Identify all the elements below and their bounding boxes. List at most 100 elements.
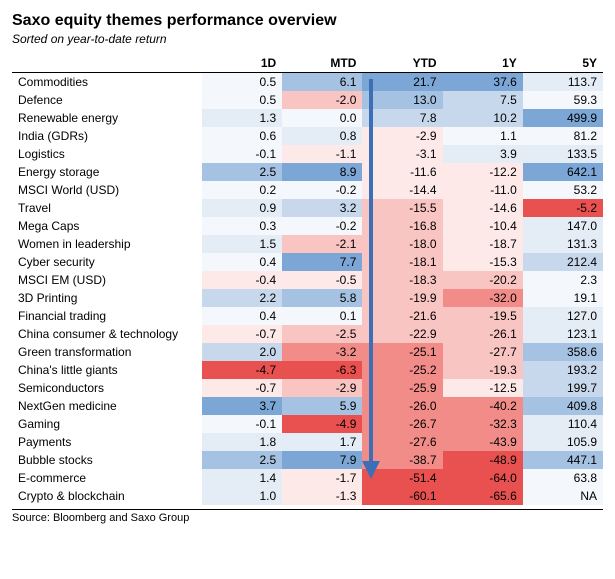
cell-value: 7.7 xyxy=(282,253,362,271)
cell-value: -48.9 xyxy=(443,451,523,469)
cell-value: -19.3 xyxy=(443,361,523,379)
cell-value: 110.4 xyxy=(523,415,603,433)
table-row: Gaming-0.1-4.9-26.7-32.3110.4 xyxy=(12,415,603,433)
cell-value: -16.8 xyxy=(362,217,442,235)
cell-value: 59.3 xyxy=(523,91,603,109)
cell-value: -4.7 xyxy=(202,361,282,379)
cell-value: -25.2 xyxy=(362,361,442,379)
cell-value: 5.9 xyxy=(282,397,362,415)
cell-value: -64.0 xyxy=(443,469,523,487)
table-row: Financial trading0.40.1-21.6-19.5127.0 xyxy=(12,307,603,325)
cell-value: 147.0 xyxy=(523,217,603,235)
cell-value: 0.4 xyxy=(202,253,282,271)
cell-value: -40.2 xyxy=(443,397,523,415)
table-row: China consumer & technology-0.7-2.5-22.9… xyxy=(12,325,603,343)
row-label: Commodities xyxy=(12,73,202,92)
cell-value: -38.7 xyxy=(362,451,442,469)
row-label: MSCI World (USD) xyxy=(12,181,202,199)
performance-table: 1DMTDYTD1Y5Y Commodities0.56.121.737.611… xyxy=(12,54,603,505)
cell-value: -18.1 xyxy=(362,253,442,271)
cell-value: 0.1 xyxy=(282,307,362,325)
cell-value: 1.0 xyxy=(202,487,282,505)
cell-value: -2.1 xyxy=(282,235,362,253)
cell-value: 2.2 xyxy=(202,289,282,307)
cell-value: -26.0 xyxy=(362,397,442,415)
cell-value: 7.8 xyxy=(362,109,442,127)
table-row: Payments1.81.7-27.6-43.9105.9 xyxy=(12,433,603,451)
cell-value: 21.7 xyxy=(362,73,442,92)
cell-value: 0.5 xyxy=(202,73,282,92)
table-wrap: 1DMTDYTD1Y5Y Commodities0.56.121.737.611… xyxy=(12,54,603,505)
cell-value: -11.6 xyxy=(362,163,442,181)
cell-value: -32.0 xyxy=(443,289,523,307)
row-label: Mega Caps xyxy=(12,217,202,235)
cell-value: -26.7 xyxy=(362,415,442,433)
cell-value: -0.1 xyxy=(202,415,282,433)
cell-value: 123.1 xyxy=(523,325,603,343)
cell-value: -20.2 xyxy=(443,271,523,289)
row-label: Defence xyxy=(12,91,202,109)
cell-value: 0.4 xyxy=(202,307,282,325)
cell-value: -3.2 xyxy=(282,343,362,361)
cell-value: 5.8 xyxy=(282,289,362,307)
page-subtitle: Sorted on year-to-date return xyxy=(12,32,603,46)
cell-value: 63.8 xyxy=(523,469,603,487)
table-body: Commodities0.56.121.737.6113.7Defence0.5… xyxy=(12,73,603,506)
cell-value: 1.1 xyxy=(443,127,523,145)
table-row: Cyber security0.47.7-18.1-15.3212.4 xyxy=(12,253,603,271)
cell-value: 7.9 xyxy=(282,451,362,469)
cell-value: NA xyxy=(523,487,603,505)
cell-value: -11.0 xyxy=(443,181,523,199)
table-row: India (GDRs)0.60.8-2.91.181.2 xyxy=(12,127,603,145)
table-row: Commodities0.56.121.737.6113.7 xyxy=(12,73,603,92)
table-row: Crypto & blockchain1.0-1.3-60.1-65.6NA xyxy=(12,487,603,505)
cell-value: 193.2 xyxy=(523,361,603,379)
cell-value: 3.7 xyxy=(202,397,282,415)
cell-value: -0.2 xyxy=(282,217,362,235)
row-label: Logistics xyxy=(12,145,202,163)
row-label: Travel xyxy=(12,199,202,217)
table-row: Renewable energy1.30.07.810.2499.9 xyxy=(12,109,603,127)
cell-value: -0.7 xyxy=(202,379,282,397)
cell-value: 37.6 xyxy=(443,73,523,92)
col-ytd: YTD xyxy=(362,54,442,73)
cell-value: 19.1 xyxy=(523,289,603,307)
cell-value: -0.5 xyxy=(282,271,362,289)
cell-value: -1.3 xyxy=(282,487,362,505)
row-label: India (GDRs) xyxy=(12,127,202,145)
row-label: MSCI EM (USD) xyxy=(12,271,202,289)
table-row: Logistics-0.1-1.1-3.13.9133.5 xyxy=(12,145,603,163)
row-label: Gaming xyxy=(12,415,202,433)
table-row: Energy storage2.58.9-11.6-12.2642.1 xyxy=(12,163,603,181)
row-label: China consumer & technology xyxy=(12,325,202,343)
cell-value: -14.4 xyxy=(362,181,442,199)
cell-value: 2.5 xyxy=(202,163,282,181)
cell-value: 1.5 xyxy=(202,235,282,253)
cell-value: 499.9 xyxy=(523,109,603,127)
cell-value: -51.4 xyxy=(362,469,442,487)
table-row: Defence0.5-2.013.07.559.3 xyxy=(12,91,603,109)
cell-value: 127.0 xyxy=(523,307,603,325)
cell-value: 2.3 xyxy=(523,271,603,289)
row-label: Green transformation xyxy=(12,343,202,361)
cell-value: -15.3 xyxy=(443,253,523,271)
cell-value: 358.6 xyxy=(523,343,603,361)
cell-value: -0.7 xyxy=(202,325,282,343)
cell-value: 199.7 xyxy=(523,379,603,397)
col-1d: 1D xyxy=(202,54,282,73)
cell-value: -2.0 xyxy=(282,91,362,109)
cell-value: -18.7 xyxy=(443,235,523,253)
cell-value: 1.8 xyxy=(202,433,282,451)
row-label: Bubble stocks xyxy=(12,451,202,469)
row-label: Renewable energy xyxy=(12,109,202,127)
cell-value: -18.0 xyxy=(362,235,442,253)
cell-value: 13.0 xyxy=(362,91,442,109)
cell-value: 6.1 xyxy=(282,73,362,92)
cell-value: -27.6 xyxy=(362,433,442,451)
col-5y: 5Y xyxy=(523,54,603,73)
cell-value: 1.4 xyxy=(202,469,282,487)
cell-value: -60.1 xyxy=(362,487,442,505)
cell-value: 113.7 xyxy=(523,73,603,92)
cell-value: -19.9 xyxy=(362,289,442,307)
cell-value: 3.9 xyxy=(443,145,523,163)
